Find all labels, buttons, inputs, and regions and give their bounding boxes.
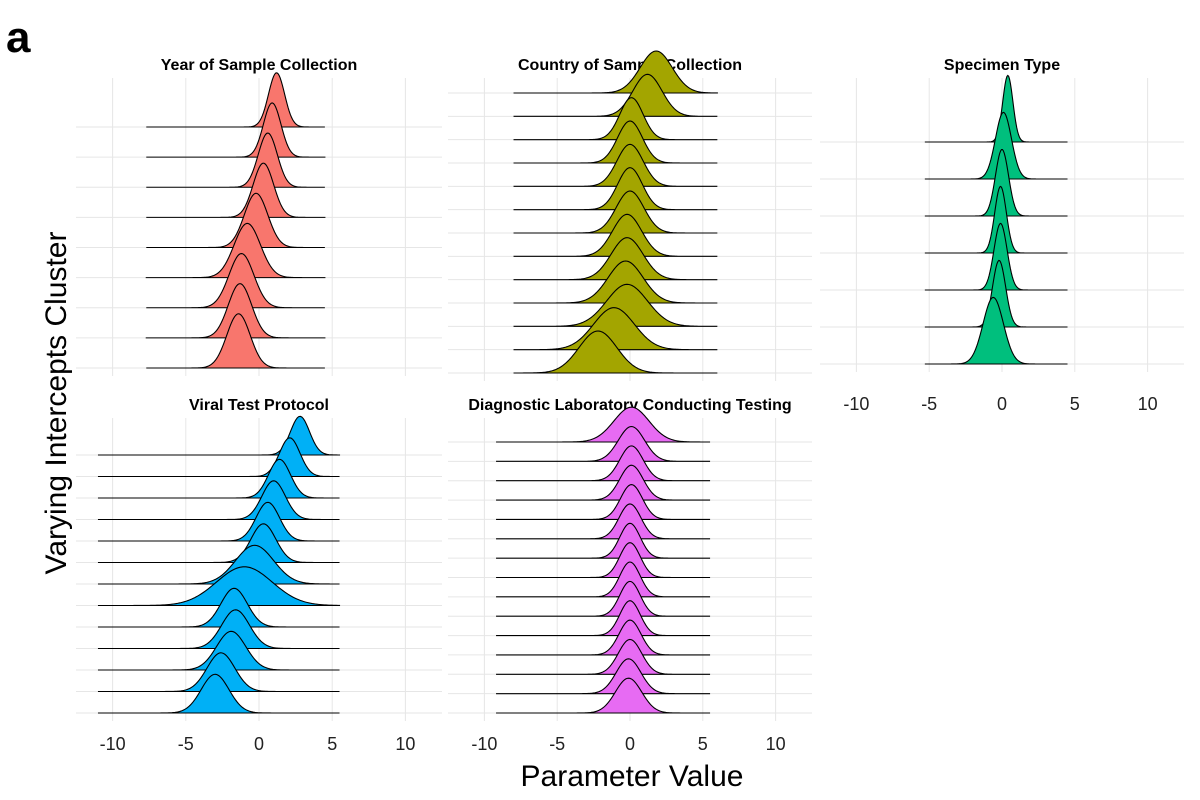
density-ridge — [146, 162, 326, 218]
ridgeline-panel: Year of Sample Collection — [76, 57, 442, 376]
panel-title: Specimen Type — [944, 57, 1060, 74]
density-ridge — [496, 464, 711, 501]
panel-title: Country of Sample Collection — [518, 57, 742, 74]
density-ridge — [924, 148, 1068, 217]
density-ridge — [496, 561, 711, 598]
density-ridge — [513, 283, 718, 327]
density-ridge — [513, 120, 718, 164]
y-axis-title: Varying Intercepts Cluster — [40, 232, 73, 575]
x-tick-label: 10 — [395, 734, 415, 754]
density-ridge — [513, 190, 718, 234]
density-ridge — [924, 222, 1068, 291]
density-ridge — [97, 480, 340, 521]
density-ridge — [97, 652, 340, 693]
density-ridge — [513, 97, 718, 141]
x-tick-label: 0 — [254, 734, 264, 754]
density-ridge — [496, 484, 711, 520]
density-ridge — [513, 167, 718, 211]
ridgeline-panel: Specimen Type -10 -5 0 5 10 — [820, 57, 1184, 414]
ridgeline-panel: Country of Sample Collection — [448, 50, 812, 381]
x-tick-label: 5 — [1070, 394, 1080, 414]
density-ridge — [97, 609, 340, 650]
panel-title: Diagnostic Laboratory Conducting Testing — [468, 397, 791, 414]
density-ridge — [97, 501, 340, 542]
x-axis-title: Parameter Value — [521, 760, 744, 793]
density-ridge — [97, 587, 340, 628]
density-ridge — [924, 296, 1068, 365]
x-tick-label: 0 — [997, 394, 1007, 414]
x-tick-label: 10 — [766, 734, 786, 754]
density-ridge — [513, 50, 718, 94]
density-ridge — [496, 406, 711, 443]
density-ridge — [513, 237, 718, 281]
density-ridge — [513, 307, 718, 351]
density-ridge — [924, 111, 1068, 180]
density-ridge — [145, 222, 326, 279]
density-ridge — [496, 425, 711, 462]
density-ridge — [496, 619, 711, 656]
panel-title: Year of Sample Collection — [161, 57, 358, 74]
panel-title: Viral Test Protocol — [189, 397, 329, 414]
density-ridge — [146, 72, 325, 128]
x-tick-label: -5 — [549, 734, 565, 754]
density-ridge — [146, 192, 325, 249]
density-ridge — [496, 580, 711, 617]
density-ridge — [97, 523, 340, 564]
x-tick-label: 0 — [625, 734, 635, 754]
x-tick-label: -5 — [921, 394, 937, 414]
density-ridge — [146, 102, 326, 158]
density-ridge — [146, 313, 325, 369]
density-ridge — [496, 445, 711, 482]
density-ridge — [496, 542, 711, 579]
density-ridge — [924, 185, 1068, 254]
x-tick-label: 5 — [327, 734, 337, 754]
density-ridge — [924, 74, 1068, 143]
density-ridge — [924, 259, 1068, 328]
density-ridge — [513, 73, 718, 117]
density-ridge — [513, 143, 718, 187]
x-tick-label: -5 — [178, 734, 194, 754]
density-ridge — [496, 600, 711, 637]
figure-letter: a — [6, 13, 31, 62]
density-ridge — [513, 213, 718, 257]
ridgeline-panel: Diagnostic Laboratory Conducting Testing… — [448, 397, 812, 754]
density-ridge — [496, 658, 711, 695]
density-ridge — [97, 544, 340, 585]
x-tick-label: 5 — [698, 734, 708, 754]
density-ridge — [97, 566, 341, 607]
density-ridge — [496, 503, 711, 540]
x-tick-label: -10 — [471, 734, 497, 754]
x-tick-label: -10 — [100, 734, 126, 754]
density-ridge — [496, 522, 711, 559]
density-ridge — [496, 638, 711, 675]
density-ridge — [145, 283, 326, 339]
ridgeline-panel: Viral Test Protocol -10 -5 0 5 10 — [76, 397, 442, 754]
density-ridge — [97, 673, 340, 714]
density-ridge — [146, 252, 325, 309]
density-ridge — [496, 677, 711, 714]
density-ridge — [97, 415, 341, 456]
density-ridge — [513, 260, 718, 304]
density-ridge — [146, 132, 325, 188]
density-ridge — [97, 630, 340, 671]
panels: Year of Sample Collection Country of Samp… — [76, 50, 1184, 754]
x-tick-label: -10 — [843, 394, 869, 414]
density-ridge — [513, 330, 718, 374]
x-tick-label: 10 — [1138, 394, 1158, 414]
